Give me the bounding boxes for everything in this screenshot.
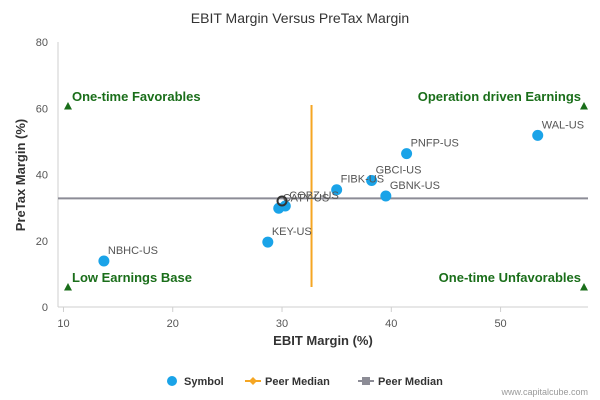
quadrant-marker-top-left [64, 102, 72, 110]
legend-square-marker [362, 377, 370, 385]
x-tick-label: 50 [494, 318, 506, 330]
data-point-label: GBNK-US [390, 180, 440, 192]
y-tick-label: 0 [42, 302, 48, 314]
quadrant-label-top-right: Operation driven Earnings [418, 89, 581, 104]
data-point-label: WAL-US [542, 119, 584, 131]
data-point-pnfp-us [401, 148, 413, 160]
quadrant-marker-bottom-left [64, 283, 72, 291]
data-point-key-us [262, 236, 274, 248]
data-point-label: GBCI-US [376, 164, 422, 176]
data-point-label: KEY-US [272, 226, 312, 238]
quadrant-marker-bottom-right [580, 283, 588, 291]
data-point-label: CATY-US [283, 192, 329, 204]
data-point-label: NBHC-US [108, 245, 158, 257]
data-point-label: PNFP-US [411, 138, 459, 150]
quadrant-label-bottom-right: One-time Unfavorables [439, 270, 581, 285]
data-point-label: FIBK-US [341, 174, 384, 186]
legend-symbol-marker [167, 376, 177, 386]
data-point-fibk-us [331, 184, 343, 196]
y-tick-label: 40 [36, 170, 48, 182]
x-tick-label: 30 [276, 318, 288, 330]
x-ticks: 10 20 30 40 50 [57, 307, 507, 330]
legend-diamond-marker [249, 377, 257, 385]
peer-median-lines [58, 105, 588, 287]
x-tick-label: 40 [385, 318, 397, 330]
data-point-gbnk-us [380, 190, 392, 202]
subject-company-marker [276, 195, 288, 207]
chart-title: EBIT Margin Versus PreTax Margin [191, 10, 409, 26]
quadrant-label-top-left: One-time Favorables [72, 89, 201, 104]
data-point-label: COBZ-US [289, 190, 339, 202]
data-point-gbci-us [366, 174, 378, 186]
y-tick-label: 20 [36, 236, 48, 248]
quadrant-label-bottom-left: Low Earnings Base [72, 270, 192, 285]
quadrant-marker-top-right [580, 102, 588, 110]
x-tick-label: 10 [57, 318, 69, 330]
x-axis-label: EBIT Margin (%) [273, 333, 373, 348]
legend: Symbol Peer Median Peer Median [167, 376, 443, 388]
legend-label: Peer Median [265, 376, 330, 388]
y-tick-label: 80 [36, 37, 48, 49]
y-ticks: 0 20 40 60 80 [36, 37, 48, 314]
watermark: www.capitalcube.com [500, 387, 588, 397]
x-tick-label: 20 [167, 318, 179, 330]
y-tick-label: 60 [36, 103, 48, 115]
legend-label: Symbol [184, 376, 224, 388]
data-point-wal-us [532, 129, 544, 141]
quadrant-annotations: One-time Favorables Operation driven Earn… [64, 89, 588, 291]
data-point-nbhc-us [98, 255, 110, 267]
legend-label: Peer Median [378, 376, 443, 388]
y-axis-label: PreTax Margin (%) [13, 119, 28, 231]
